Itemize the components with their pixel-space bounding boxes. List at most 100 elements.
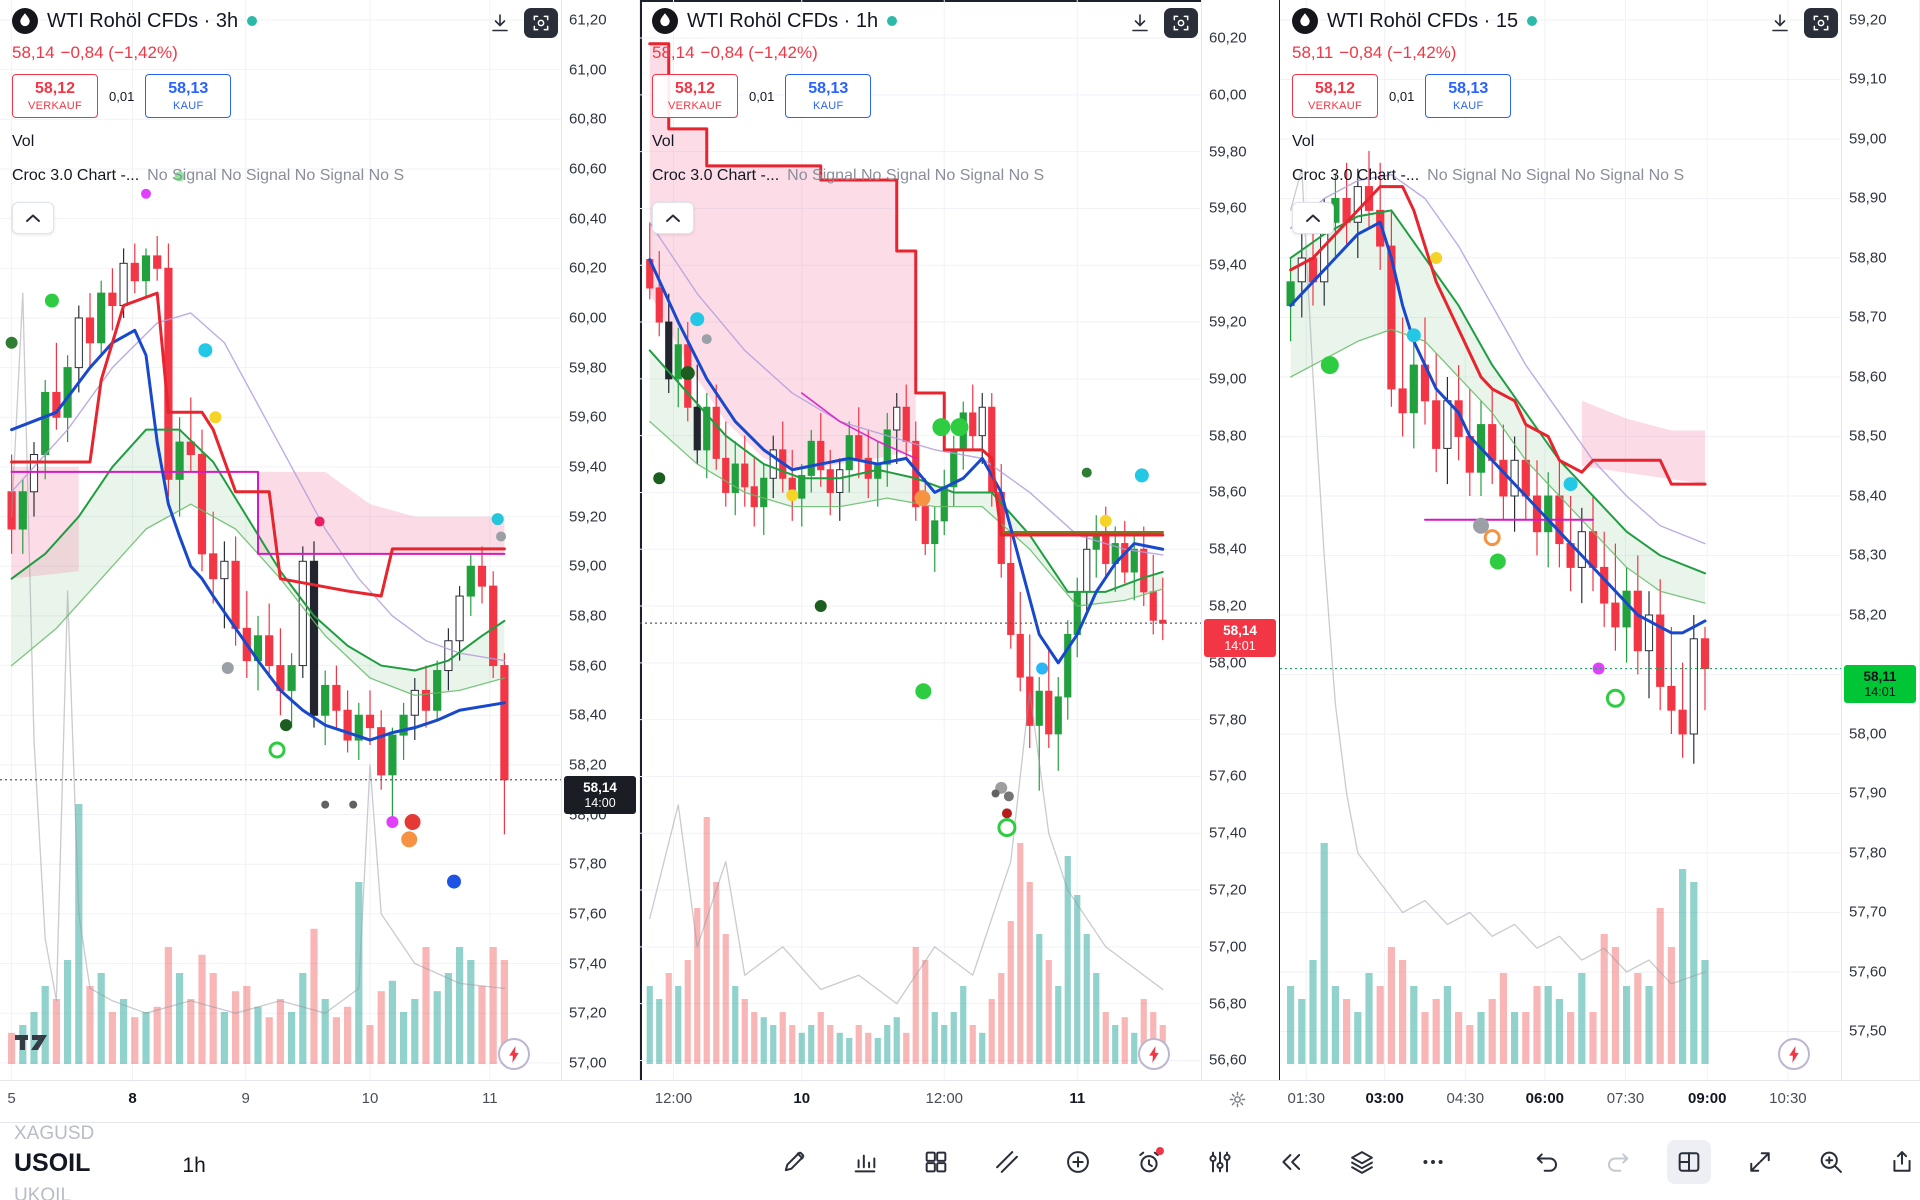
quick-trade-lightning-button[interactable] bbox=[1138, 1038, 1170, 1070]
indicator-status-row[interactable]: Croc 3.0 Chart -... No Signal No Signal N… bbox=[1292, 167, 1684, 185]
price-axis[interactable]: 61,20 61,00 60,80 60,60 60,40 60,20 60,00 59,80… bbox=[561, 0, 639, 1080]
chart-panel[interactable]: WTI Rohöl CFDs · 15 58,11 −0,84 (−1,42%) … bbox=[1280, 0, 1920, 1122]
screenshot-button[interactable] bbox=[1804, 8, 1838, 38]
price-tick: 59,40 bbox=[1209, 256, 1247, 274]
price-tick: 60,60 bbox=[569, 160, 607, 178]
indicator-status-row[interactable]: Croc 3.0 Chart -... No Signal No Signal N… bbox=[12, 167, 404, 185]
chart-panel[interactable]: WTI Rohöl CFDs · 3h 58,14 −0,84 (−1,42%) … bbox=[0, 0, 640, 1122]
volume-indicator-label[interactable]: Vol bbox=[12, 133, 35, 150]
volume-indicator-label[interactable]: Vol bbox=[652, 133, 675, 150]
sell-button[interactable]: 58,12 VERKAUF bbox=[1292, 74, 1378, 118]
active-symbol[interactable]: USOIL bbox=[14, 1149, 91, 1177]
sell-label: VERKAUF bbox=[27, 100, 83, 112]
time-label: 07:30 bbox=[1606, 1090, 1645, 1107]
price-chart[interactable] bbox=[1280, 0, 1842, 1080]
price-tick: 59,00 bbox=[1209, 370, 1247, 388]
time-label: 03:00 bbox=[1365, 1090, 1404, 1107]
layers-icon[interactable] bbox=[1340, 1140, 1384, 1184]
price-tick: 57,00 bbox=[1209, 938, 1247, 956]
tuning-icon[interactable] bbox=[1198, 1140, 1242, 1184]
zoom-icon[interactable] bbox=[1809, 1140, 1853, 1184]
interval-button[interactable]: 1h bbox=[182, 1154, 206, 1177]
chevron-up-icon bbox=[1306, 214, 1320, 222]
collapse-header-button[interactable] bbox=[1292, 202, 1334, 234]
time-axis[interactable]: 12:00 10 12:00 11 bbox=[640, 1080, 1280, 1122]
time-label: 06:00 bbox=[1525, 1090, 1565, 1107]
collapse-header-button[interactable] bbox=[652, 202, 694, 234]
time-axis[interactable]: 5 8 9 10 11 bbox=[0, 1080, 640, 1122]
volume-indicator-label[interactable]: Vol bbox=[1292, 133, 1315, 150]
chart-header: WTI Rohöl CFDs · 15 58,11 −0,84 (−1,42%) … bbox=[1292, 8, 1684, 234]
gear-icon[interactable] bbox=[1228, 1090, 1247, 1114]
chart-panels-container: WTI Rohöl CFDs · 3h 58,14 −0,84 (−1,42%) … bbox=[0, 0, 1920, 1122]
time-label: 11 bbox=[482, 1090, 498, 1107]
layout-icon[interactable] bbox=[1667, 1140, 1711, 1184]
market-status-dot[interactable] bbox=[887, 16, 898, 26]
quick-trade-lightning-button[interactable] bbox=[498, 1038, 530, 1070]
price-chart[interactable] bbox=[640, 0, 1202, 1080]
symbol-item-below[interactable]: UKOIL bbox=[14, 1185, 72, 1200]
grid-icon[interactable] bbox=[914, 1140, 958, 1184]
draw-icon[interactable] bbox=[772, 1140, 816, 1184]
chart-title[interactable]: WTI Rohöl CFDs · 1h bbox=[687, 9, 879, 32]
symbol-item-above[interactable]: XAGUSD bbox=[14, 1123, 95, 1144]
collapse-header-button[interactable] bbox=[12, 202, 54, 234]
sell-price: 58,12 bbox=[34, 80, 76, 97]
buy-label: KAUF bbox=[1453, 100, 1484, 112]
price-tick: 58,40 bbox=[1209, 540, 1247, 558]
buy-price: 58,13 bbox=[808, 80, 849, 97]
indicator-name: Croc 3.0 Chart -... bbox=[1292, 167, 1420, 184]
price-change: −0,84 (−1,42%) bbox=[60, 43, 178, 62]
price-tick: 57,60 bbox=[569, 905, 607, 923]
buy-button[interactable]: 58,13 KAUF bbox=[1425, 74, 1512, 118]
time-label: 10 bbox=[793, 1090, 811, 1107]
trade-buttons-row: 58,12 VERKAUF 0,01 58,13 KAUF bbox=[12, 74, 232, 118]
download-icon[interactable] bbox=[1128, 10, 1152, 36]
share-icon[interactable] bbox=[1880, 1140, 1920, 1184]
screenshot-button[interactable] bbox=[1164, 8, 1198, 38]
more-icon[interactable] bbox=[1411, 1140, 1455, 1184]
buy-price: 58,13 bbox=[168, 80, 209, 97]
chart-icon[interactable] bbox=[843, 1140, 887, 1184]
tradingview-logo[interactable] bbox=[14, 1030, 52, 1059]
buy-button[interactable]: 58,13 KAUF bbox=[785, 74, 872, 118]
chart-panel[interactable]: WTI Rohöl CFDs · 1h 58,14 −0,84 (−1,42%) … bbox=[640, 0, 1280, 1122]
alerts-icon[interactable] bbox=[1127, 1140, 1171, 1184]
chart-title[interactable]: WTI Rohöl CFDs · 3h bbox=[47, 9, 239, 32]
price-axis[interactable]: 59,20 59,10 59,00 58,90 58,80 58,70 58,60 58,50… bbox=[1841, 0, 1919, 1080]
market-status-dot[interactable] bbox=[1527, 16, 1538, 26]
undo-icon[interactable] bbox=[1525, 1140, 1569, 1184]
sell-label: VERKAUF bbox=[1307, 100, 1363, 112]
price-tick: 59,60 bbox=[569, 408, 607, 426]
time-label: 09:00 bbox=[1688, 1090, 1727, 1107]
market-status-dot[interactable] bbox=[247, 16, 258, 26]
indicator-status-row[interactable]: Croc 3.0 Chart -... No Signal No Signal N… bbox=[652, 167, 1044, 185]
redo-icon[interactable] bbox=[1596, 1140, 1640, 1184]
replay-icon[interactable] bbox=[1269, 1140, 1313, 1184]
screenshot-button[interactable] bbox=[524, 8, 558, 38]
quick-trade-lightning-button[interactable] bbox=[1778, 1038, 1810, 1070]
download-icon[interactable] bbox=[1768, 10, 1792, 36]
last-price: 58,14 bbox=[12, 43, 55, 62]
price-tick: 58,70 bbox=[1849, 308, 1887, 326]
price-change: −0,84 (−1,42%) bbox=[700, 43, 818, 62]
add-icon[interactable] bbox=[1056, 1140, 1100, 1184]
sell-button[interactable]: 58,12 VERKAUF bbox=[12, 74, 98, 118]
current-price-badge: 58,14 14:00 bbox=[564, 775, 636, 814]
download-icon[interactable] bbox=[488, 10, 512, 36]
sell-button[interactable]: 58,12 VERKAUF bbox=[652, 74, 738, 118]
price-tick: 58,20 bbox=[569, 756, 607, 774]
price-axis[interactable]: 60,20 60,00 59,80 59,60 59,40 59,20 59,00 58,80… bbox=[1201, 0, 1279, 1080]
expand-icon[interactable] bbox=[1738, 1140, 1782, 1184]
time-label: 12:00 bbox=[925, 1090, 964, 1107]
badge-price: 58,14 bbox=[1223, 623, 1257, 639]
time-axis[interactable]: 01:30 03:00 04:30 06:00 07:30 09:00 10:30 bbox=[1280, 1080, 1920, 1122]
symbol-switcher[interactable]: XAGUSD USOIL 1h UKOIL bbox=[14, 1124, 206, 1200]
trend-lines-icon[interactable] bbox=[985, 1140, 1029, 1184]
chart-title[interactable]: WTI Rohöl CFDs · 15 bbox=[1327, 9, 1519, 32]
buy-button[interactable]: 58,13 KAUF bbox=[145, 74, 232, 118]
chart-header: WTI Rohöl CFDs · 3h 58,14 −0,84 (−1,42%) … bbox=[12, 8, 404, 234]
price-tick: 56,60 bbox=[1209, 1051, 1247, 1069]
price-chart[interactable] bbox=[0, 0, 562, 1080]
price-tick: 58,80 bbox=[1209, 427, 1247, 445]
